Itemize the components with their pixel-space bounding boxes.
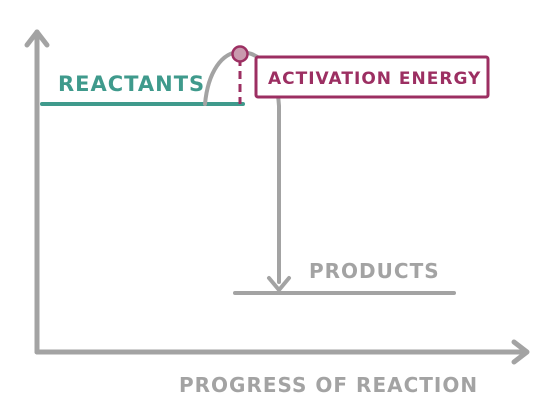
reactants-label: REACTANTS [58, 72, 205, 96]
y-axis-arrowhead [24, 29, 50, 48]
products-label: PRODUCTS [309, 259, 440, 283]
x-axis-arrowhead [511, 339, 530, 365]
activation-energy-box [254, 55, 490, 99]
axes [24, 29, 530, 365]
transition-state-dot [231, 45, 249, 63]
x-axis-label: PROGRESS OF REACTION [179, 373, 478, 397]
reaction-path-arrowhead [267, 276, 291, 292]
activation-energy-label: ACTIVATION ENERGY [268, 69, 481, 89]
